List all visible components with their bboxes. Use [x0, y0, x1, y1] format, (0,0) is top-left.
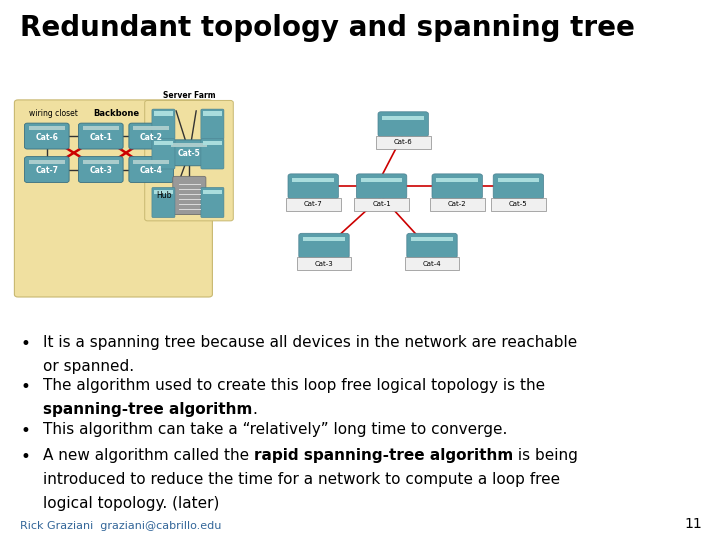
Text: The algorithm used to create this loop free logical topology is the: The algorithm used to create this loop f…	[43, 378, 545, 393]
Bar	[436, 178, 478, 182]
Text: Hub: Hub	[156, 191, 171, 200]
FancyBboxPatch shape	[297, 257, 351, 270]
Bar	[203, 190, 222, 194]
FancyBboxPatch shape	[407, 233, 457, 258]
Text: Backbone: Backbone	[94, 109, 140, 118]
FancyBboxPatch shape	[78, 157, 123, 183]
Text: Cat-3: Cat-3	[89, 166, 112, 175]
Text: •: •	[20, 378, 30, 396]
Text: •: •	[20, 335, 30, 353]
Text: Cat-3: Cat-3	[315, 260, 333, 267]
FancyBboxPatch shape	[129, 123, 174, 149]
FancyBboxPatch shape	[129, 157, 174, 183]
Bar	[171, 143, 207, 147]
Text: Cat-4: Cat-4	[423, 260, 441, 267]
Bar	[154, 190, 173, 194]
FancyBboxPatch shape	[173, 176, 206, 214]
Text: Rick Graziani  graziani@cabrillo.edu: Rick Graziani graziani@cabrillo.edu	[20, 521, 222, 531]
FancyBboxPatch shape	[201, 109, 224, 139]
Text: .: .	[253, 402, 258, 417]
FancyBboxPatch shape	[152, 139, 175, 169]
Bar	[29, 160, 65, 164]
Bar	[29, 126, 65, 130]
Text: A new algorithm called the: A new algorithm called the	[43, 448, 254, 463]
Bar	[133, 160, 169, 164]
FancyBboxPatch shape	[24, 123, 69, 149]
Bar	[133, 126, 169, 130]
Text: Cat-7: Cat-7	[304, 201, 323, 207]
Bar	[154, 141, 173, 145]
FancyBboxPatch shape	[286, 198, 341, 211]
FancyBboxPatch shape	[78, 123, 123, 149]
Text: Cat-2: Cat-2	[140, 133, 163, 141]
Text: This algorithm can take a “relatively” long time to converge.: This algorithm can take a “relatively” l…	[43, 422, 508, 437]
FancyBboxPatch shape	[405, 257, 459, 270]
FancyBboxPatch shape	[288, 174, 338, 199]
Text: 11: 11	[684, 517, 702, 531]
FancyBboxPatch shape	[378, 112, 428, 137]
FancyBboxPatch shape	[354, 198, 409, 211]
Bar	[83, 160, 119, 164]
Text: Cat-5: Cat-5	[509, 201, 528, 207]
FancyBboxPatch shape	[14, 100, 212, 297]
FancyBboxPatch shape	[356, 174, 407, 199]
Text: is being: is being	[513, 448, 578, 463]
Bar	[361, 178, 402, 182]
Bar	[203, 111, 222, 116]
Bar	[303, 237, 345, 241]
Bar	[498, 178, 539, 182]
Bar	[292, 178, 334, 182]
Text: Cat-2: Cat-2	[448, 201, 467, 207]
Text: •: •	[20, 422, 30, 440]
Text: Cat-6: Cat-6	[35, 133, 58, 141]
FancyBboxPatch shape	[152, 109, 175, 139]
FancyBboxPatch shape	[145, 100, 233, 221]
FancyBboxPatch shape	[430, 198, 485, 211]
Text: Cat-1: Cat-1	[89, 133, 112, 141]
FancyBboxPatch shape	[493, 174, 544, 199]
FancyBboxPatch shape	[167, 140, 212, 166]
Text: It is a spanning tree because all devices in the network are reachable: It is a spanning tree because all device…	[43, 335, 577, 350]
FancyBboxPatch shape	[201, 187, 224, 218]
Text: introduced to reduce the time for a network to compute a loop free: introduced to reduce the time for a netw…	[43, 472, 560, 487]
Text: •: •	[20, 448, 30, 466]
Text: Redundant topology and spanning tree: Redundant topology and spanning tree	[20, 14, 635, 42]
Text: rapid spanning-tree algorithm: rapid spanning-tree algorithm	[254, 448, 513, 463]
FancyBboxPatch shape	[376, 136, 431, 148]
Text: or spanned.: or spanned.	[43, 359, 135, 374]
FancyBboxPatch shape	[24, 157, 69, 183]
FancyBboxPatch shape	[299, 233, 349, 258]
Text: wiring closet: wiring closet	[29, 109, 78, 118]
Bar	[203, 141, 222, 145]
Text: Server Farm: Server Farm	[163, 91, 215, 100]
FancyBboxPatch shape	[152, 187, 175, 218]
Bar	[382, 116, 424, 120]
Bar	[411, 237, 453, 241]
Bar	[83, 126, 119, 130]
Text: Cat-6: Cat-6	[394, 139, 413, 145]
FancyBboxPatch shape	[432, 174, 482, 199]
Bar	[154, 111, 173, 116]
Text: Cat-1: Cat-1	[372, 201, 391, 207]
Text: spanning-tree algorithm: spanning-tree algorithm	[43, 402, 253, 417]
FancyBboxPatch shape	[491, 198, 546, 211]
Text: logical topology. (later): logical topology. (later)	[43, 496, 220, 511]
FancyBboxPatch shape	[201, 139, 224, 169]
Text: Cat-5: Cat-5	[178, 150, 201, 158]
Text: Cat-4: Cat-4	[140, 166, 163, 175]
Text: Cat-7: Cat-7	[35, 166, 58, 175]
